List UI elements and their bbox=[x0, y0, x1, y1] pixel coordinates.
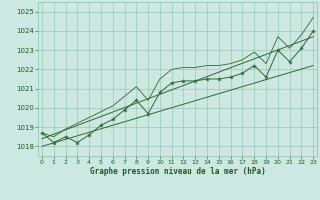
X-axis label: Graphe pression niveau de la mer (hPa): Graphe pression niveau de la mer (hPa) bbox=[90, 167, 266, 176]
